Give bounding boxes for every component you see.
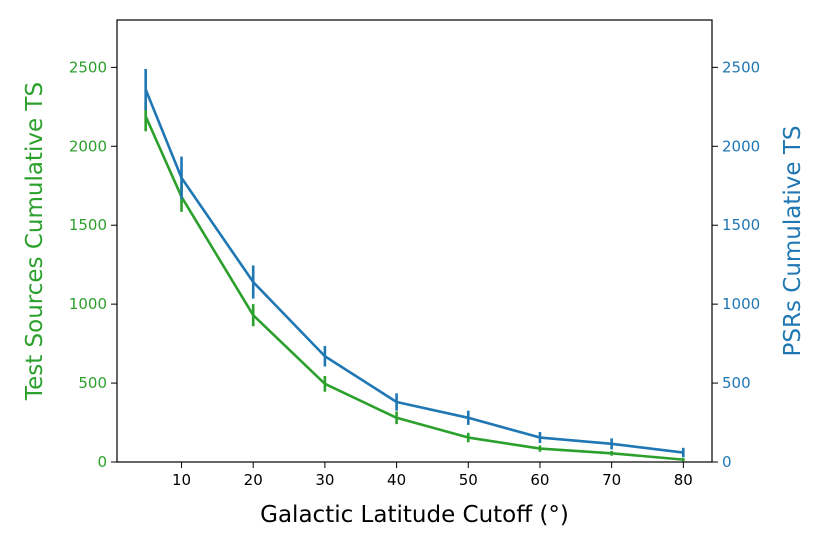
- y-right-tick-label: 500: [722, 374, 751, 392]
- y-right-tick-label: 2500: [722, 58, 760, 76]
- x-axis-title: Galactic Latitude Cutoff (°): [260, 502, 569, 528]
- y-left-tick-label: 2000: [69, 137, 107, 155]
- y-left-tick-label: 500: [78, 374, 107, 392]
- y-left-tick-label: 1000: [69, 295, 107, 313]
- y-left-tick-label: 2500: [69, 58, 107, 76]
- x-tick-label: 80: [674, 471, 693, 489]
- y-axis-left-title: Test Sources Cumulative TS: [22, 82, 48, 401]
- axis-layer: 10 20 30 40 50 60 70 80 0 0 500 500 1000 1000 1500 1500…: [69, 58, 760, 489]
- series-line: [144, 115, 684, 461]
- x-tick-label: 60: [530, 471, 549, 489]
- x-tick-label: 10: [172, 471, 191, 489]
- plot-frame: [116, 19, 713, 463]
- x-tick-label: 20: [244, 471, 263, 489]
- series-right: [144, 68, 685, 458]
- y-left-tick-label: 0: [97, 453, 107, 471]
- y-right-tick-label: 1000: [722, 295, 760, 313]
- y-right-tick-label: 1500: [722, 216, 760, 234]
- x-tick-label: 40: [387, 471, 406, 489]
- x-tick-label: 50: [459, 471, 478, 489]
- y-right-tick-label: 0: [722, 453, 732, 471]
- x-tick-label: 70: [602, 471, 621, 489]
- y-right-tick-label: 2000: [722, 137, 760, 155]
- y-axis-right-title: PSRs Cumulative TS: [780, 126, 806, 357]
- series-layer: [144, 68, 685, 462]
- x-tick-label: 30: [315, 471, 334, 489]
- y-left-tick-label: 1500: [69, 216, 107, 234]
